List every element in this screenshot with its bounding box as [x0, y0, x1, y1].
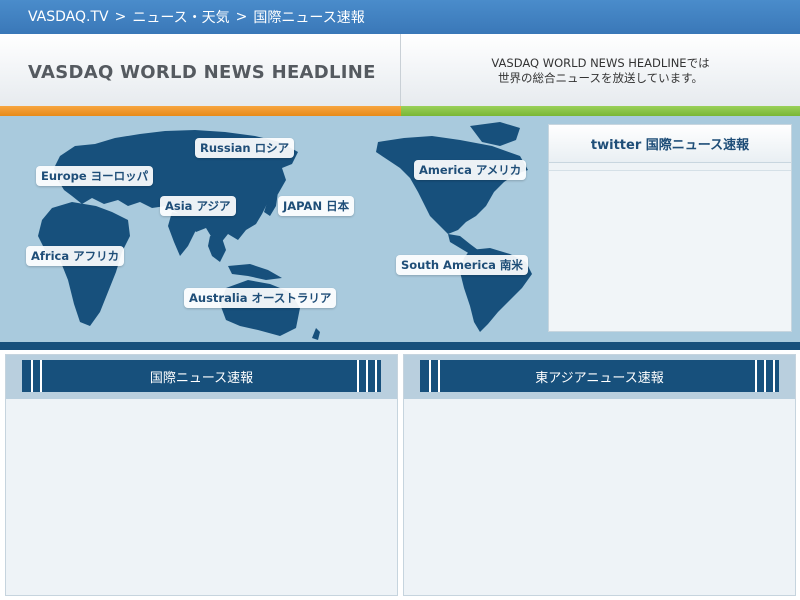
map-bottom-divider [0, 342, 800, 350]
indonesia-landmass [228, 264, 282, 280]
breadcrumb: VASDAQ.TV > ニュース・天気 > 国際ニュース速報 [0, 0, 800, 34]
east-asia-news-title-bar: 東アジアニュース速報 [420, 360, 779, 392]
map-label-africa[interactable]: Africa アフリカ [26, 246, 125, 266]
site-title[interactable]: VASDAQ WORLD NEWS HEADLINE [28, 62, 376, 83]
breadcrumb-section-link[interactable]: ニュース・天気 [132, 10, 230, 26]
east-asia-news-content[interactable] [404, 399, 795, 595]
site-description-line1: VASDAQ WORLD NEWS HEADLINEでは [491, 56, 710, 70]
breadcrumb-current: 国際ニュース速報 [253, 10, 365, 26]
site-description-line2: 世界の総合ニュースを放送しています。 [498, 71, 703, 85]
world-map: Russian ロシア Europe ヨーロッパ Asia アジア JAPAN … [0, 116, 800, 342]
southeast-asia-landmass [208, 236, 226, 262]
header-description-area: VASDAQ WORLD NEWS HEADLINEでは 世界の総合ニュースを放… [401, 34, 800, 116]
east-asia-news-panel: 東アジアニュース速報 [403, 354, 796, 596]
header-title-area: VASDAQ WORLD NEWS HEADLINE [0, 34, 401, 116]
breadcrumb-separator: > [114, 9, 127, 25]
map-label-russia[interactable]: Russian ロシア [195, 138, 295, 158]
site-header: VASDAQ WORLD NEWS HEADLINE VASDAQ WORLD … [0, 34, 800, 116]
header-stripes-right [357, 360, 381, 392]
international-news-panel: 国際ニュース速報 [5, 354, 398, 596]
header-accent-green [401, 106, 800, 116]
international-news-header: 国際ニュース速報 [6, 355, 397, 399]
header-accent-orange [0, 106, 401, 116]
twitter-panel-title[interactable]: twitter 国際ニュース速報 [549, 125, 791, 163]
map-label-australia[interactable]: Australia オーストラリア [184, 288, 337, 308]
header-stripes-right [755, 360, 779, 392]
eurasia-landmass [54, 130, 298, 244]
central-america-landmass [448, 234, 478, 254]
twitter-feed[interactable] [549, 170, 791, 331]
international-news-title-bar: 国際ニュース速報 [22, 360, 381, 392]
map-label-japan[interactable]: JAPAN 日本 [278, 196, 355, 216]
site-description: VASDAQ WORLD NEWS HEADLINEでは 世界の総合ニュースを放… [401, 56, 800, 86]
north-america-landmass [376, 136, 528, 234]
header-stripes-left [420, 360, 444, 392]
international-news-title[interactable]: 国際ニュース速報 [149, 370, 254, 386]
header-stripes-left [22, 360, 46, 392]
international-news-content[interactable] [6, 399, 397, 595]
twitter-panel: twitter 国際ニュース速報 [548, 124, 792, 332]
east-asia-news-title[interactable]: 東アジアニュース速報 [535, 370, 664, 386]
greenland-landmass [470, 122, 520, 146]
map-label-europe[interactable]: Europe ヨーロッパ [36, 166, 154, 186]
east-asia-news-header: 東アジアニュース速報 [404, 355, 795, 399]
new-zealand-landmass [312, 328, 320, 340]
map-label-asia[interactable]: Asia アジア [160, 196, 236, 216]
map-label-south-america[interactable]: South America 南米 [396, 255, 528, 275]
india-landmass [168, 212, 196, 256]
breadcrumb-separator: > [235, 9, 248, 25]
map-label-america[interactable]: America アメリカ [414, 160, 527, 180]
japan-landmass [264, 186, 278, 216]
breadcrumb-home-link[interactable]: VASDAQ.TV [28, 9, 109, 25]
